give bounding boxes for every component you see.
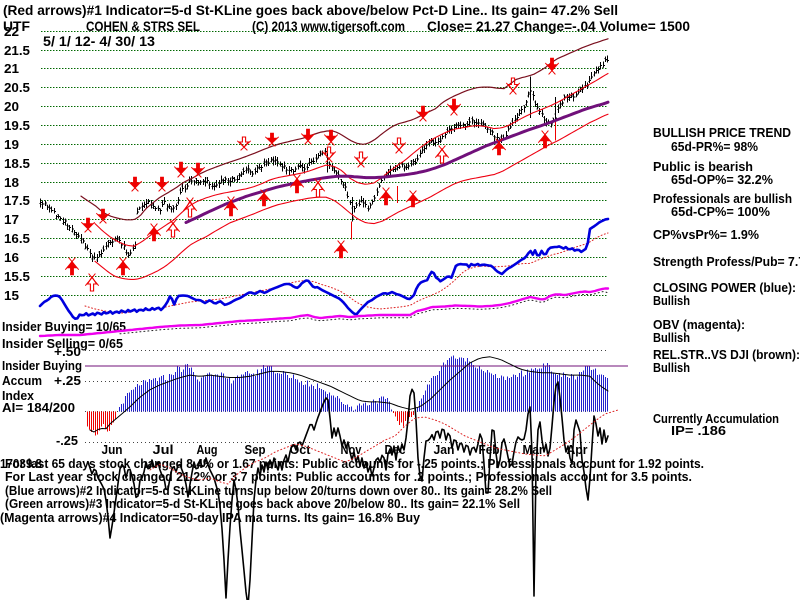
svg-text:65d-PR%= 98%: 65d-PR%= 98% xyxy=(671,140,758,154)
svg-text:Aug: Aug xyxy=(197,443,218,457)
svg-text:20: 20 xyxy=(4,100,19,114)
svg-text:Accum: Accum xyxy=(2,374,42,388)
svg-text:Insider Buying: Insider Buying xyxy=(2,359,82,373)
svg-text:15: 15 xyxy=(4,289,19,303)
svg-text:Jan: Jan xyxy=(434,443,455,457)
svg-text:For last 65 days stock changed: For last 65 days stock changed 8.4% or 1… xyxy=(5,457,704,471)
svg-text:BULLISH PRICE TREND: BULLISH PRICE TREND xyxy=(653,126,791,140)
svg-text:CLOSING POWER (blue):: CLOSING POWER (blue): xyxy=(653,281,796,295)
svg-text:-.25: -.25 xyxy=(56,434,78,448)
svg-text:21.5: 21.5 xyxy=(4,44,30,58)
svg-text:19: 19 xyxy=(4,138,19,152)
svg-text:(Magenta arrows)#4 Indicator=5: (Magenta arrows)#4 Indicator=50-day IPA … xyxy=(0,511,420,525)
svg-text:Close= 21.27 Change=-.04 Vol: Close= 21.27 Change=-.04 Volume= 1500 xyxy=(427,19,690,34)
svg-text:Jun: Jun xyxy=(102,443,123,457)
svg-text:CP%vsPr%= 1.9%: CP%vsPr%= 1.9% xyxy=(653,228,759,242)
svg-text:+.50: +.50 xyxy=(54,345,81,359)
svg-text:20.5: 20.5 xyxy=(4,81,30,95)
svg-text:65d-CP%= 100%: 65d-CP%= 100% xyxy=(671,205,770,219)
svg-text:Bullish: Bullish xyxy=(653,331,690,345)
svg-text:REL.STR..VS DJI (brown):: REL.STR..VS DJI (brown): xyxy=(653,348,800,362)
svg-text:(Green arrows)#3 Indicator=5-d: (Green arrows)#3 Indicator=5-d St-KLine … xyxy=(5,497,520,511)
svg-text:22: 22 xyxy=(4,25,19,39)
svg-text:65d-OP%= 32.2%: 65d-OP%= 32.2% xyxy=(671,173,773,187)
svg-text:Jul: Jul xyxy=(153,443,174,457)
svg-text:(Blue arrows)#2 Indicator=5-d: (Blue arrows)#2 Indicator=5-d St-KLine t… xyxy=(5,484,552,498)
svg-text:Sep: Sep xyxy=(245,443,266,457)
svg-text:UTF: UTF xyxy=(3,19,30,34)
svg-text:OBV (magenta):: OBV (magenta): xyxy=(653,318,745,332)
svg-text:21: 21 xyxy=(4,62,19,76)
svg-text:15.5: 15.5 xyxy=(4,270,30,284)
svg-text:16.5: 16.5 xyxy=(4,232,30,246)
svg-text:17: 17 xyxy=(4,213,19,227)
svg-text:19.5: 19.5 xyxy=(4,119,30,133)
svg-text:17039.8: 17039.8 xyxy=(0,457,42,471)
svg-text:Apr: Apr xyxy=(567,443,588,457)
svg-text:IP= .186: IP= .186 xyxy=(671,424,726,438)
svg-text:Strength Profess/Pub= 7.7: Strength Profess/Pub= 7.7 xyxy=(653,255,800,269)
svg-text:17.5: 17.5 xyxy=(4,194,30,208)
svg-text:Bullish: Bullish xyxy=(653,361,690,375)
svg-text:For Last year stock changed 2: For Last year stock changed 21.2% or 3.7… xyxy=(5,470,692,484)
svg-text:Currently Accumulation: Currently Accumulation xyxy=(653,412,779,426)
svg-text:Bullish: Bullish xyxy=(653,294,690,308)
svg-text:5/ 1/ 12- 4/ 30/ 13: 5/ 1/ 12- 4/ 30/ 13 xyxy=(43,34,156,49)
svg-text:18: 18 xyxy=(4,176,19,190)
svg-text:COHEN & STRS SEL: COHEN & STRS SEL xyxy=(86,19,200,34)
svg-text:Mar: Mar xyxy=(523,443,544,457)
svg-text:AI= 184/200: AI= 184/200 xyxy=(2,401,75,415)
svg-text:Insider Selling= 0/65: Insider Selling= 0/65 xyxy=(2,337,123,351)
svg-text:Professionals are bullish: Professionals are bullish xyxy=(653,192,792,206)
svg-text:Insider Buying= 10/65: Insider Buying= 10/65 xyxy=(2,320,126,334)
svg-text:18.5: 18.5 xyxy=(4,157,30,171)
svg-text:(Red arrows)#1 Indicator=5-d S: (Red arrows)#1 Indicator=5-d St-KLine go… xyxy=(3,3,618,18)
svg-text:Index: Index xyxy=(2,389,34,403)
svg-text:+.25: +.25 xyxy=(54,374,81,388)
svg-text:16: 16 xyxy=(4,251,19,265)
svg-text:Public is bearish: Public is bearish xyxy=(653,160,753,174)
svg-text:(C) 2013 www.tigersoft.com: (C) 2013 www.tigersoft.com xyxy=(252,19,405,34)
